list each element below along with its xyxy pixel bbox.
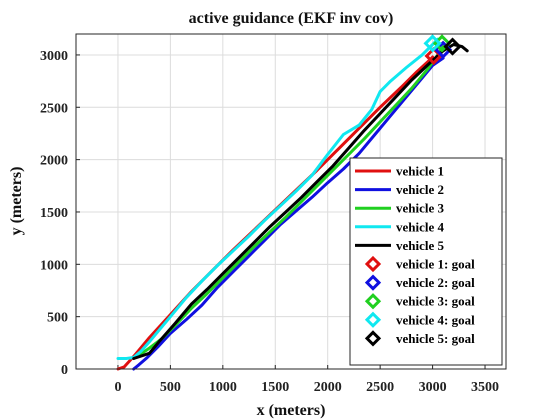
- x-tick-label: 2500: [366, 380, 394, 395]
- x-tick-label: 3500: [471, 380, 499, 395]
- x-tick-label: 3000: [419, 380, 447, 395]
- y-axis-label: y (meters): [8, 167, 25, 236]
- y-tick-labels: 0 500 1000 1500 2000 2500 3000: [40, 49, 68, 378]
- legend-label: vehicle 2: [396, 182, 444, 197]
- y-tick-label: 2000: [40, 154, 68, 169]
- x-axis-label: x (meters): [257, 402, 326, 419]
- legend-label: vehicle 1: [396, 164, 444, 179]
- legend: vehicle 1 vehicle 2 vehicle 3 vehicle 4 vehi…: [350, 158, 502, 365]
- y-tick-label: 1000: [40, 258, 68, 273]
- x-tick-label: 1500: [261, 380, 289, 395]
- x-tick-label: 500: [160, 380, 181, 395]
- y-tick-label: 2500: [40, 101, 68, 116]
- y-tick-label: 1500: [40, 206, 68, 221]
- legend-label: vehicle 5: goal: [396, 331, 475, 346]
- y-tick-label: 500: [47, 311, 68, 326]
- chart-title: active guidance (EKF inv cov): [189, 10, 394, 27]
- legend-label: vehicle 3: [396, 201, 445, 216]
- legend-label: vehicle 2: goal: [396, 275, 475, 290]
- legend-label: vehicle 4: [396, 219, 445, 234]
- legend-label: vehicle 5: [396, 238, 445, 253]
- x-tick-label: 0: [114, 380, 121, 395]
- x-tick-labels: 0 500 1000 1500 2000 2500 3000 3500: [114, 380, 499, 395]
- y-tick-label: 3000: [40, 49, 68, 64]
- x-tick-label: 1000: [209, 380, 237, 395]
- x-tick-label: 2000: [314, 380, 342, 395]
- legend-label: vehicle 3: goal: [396, 294, 475, 309]
- legend-label: vehicle 1: goal: [396, 257, 475, 272]
- y-tick-label: 0: [61, 363, 68, 378]
- legend-label: vehicle 4: goal: [396, 312, 475, 327]
